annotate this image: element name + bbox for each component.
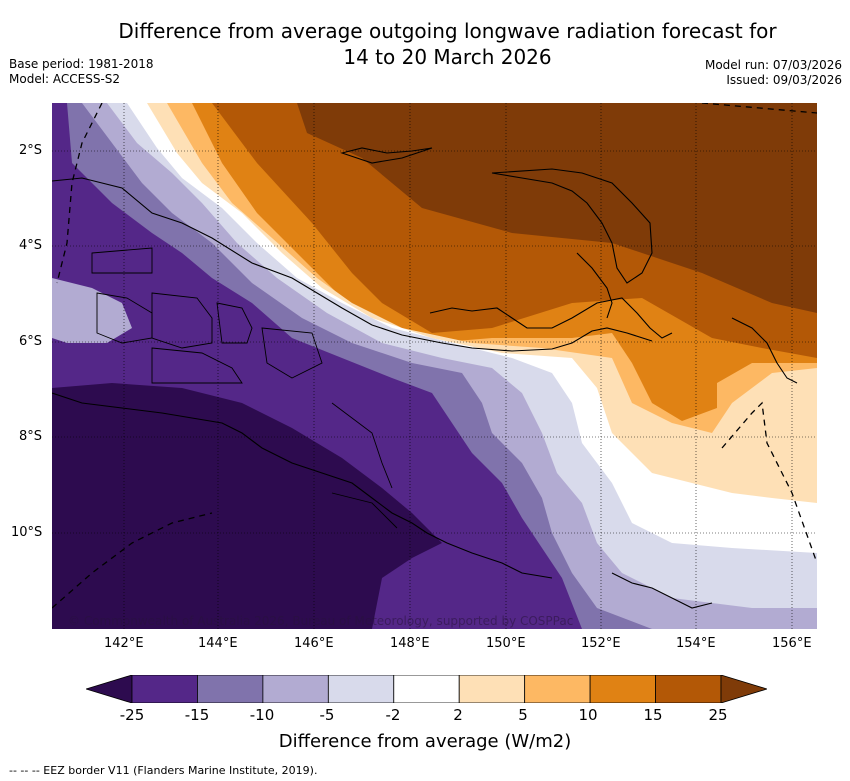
lon-tick: 152°E [581,636,621,651]
colorbar-segment [262,674,329,704]
lon-tick: 146°E [294,636,334,651]
colorbar-label: 25 [708,706,728,724]
gridlines [52,103,817,629]
band-d25 [52,383,442,629]
lat-tick: 4°S [19,238,43,253]
map-panel [52,103,817,629]
colorbar-label: -2 [385,706,401,724]
lon-tick: 156°E [772,636,812,651]
colorbar-segment [589,674,656,704]
colorbar-segment-min [84,674,133,704]
colorbar-segment [393,674,460,704]
meta-left: Base period: 1981-2018 Model: ACCESS-S2 [9,57,154,87]
lon-tick: 142°E [104,636,144,651]
colorbar-svg [84,674,769,704]
colorbar-segment [131,674,198,704]
lon-tick: 148°E [390,636,430,651]
colorbar-segment [458,674,526,704]
base-period: Base period: 1981-2018 [9,57,154,71]
lat-tick: 2°S [19,143,43,158]
colorbar-label: 10 [578,706,598,724]
colorbar-label: -5 [319,706,335,724]
colorbar-segment [655,674,722,704]
footer-legend: -- -- -- EEZ border V11 (Flanders Marine… [9,764,318,777]
coastlines [52,147,798,609]
colorbar-segment [197,674,264,704]
colorbar-label: -10 [249,706,275,724]
lat-tick: 8°S [19,429,43,444]
lon-tick: 150°E [486,636,526,651]
colorbar [84,674,769,704]
province-borders [91,247,398,529]
issued-date: Issued: 09/03/2026 [726,73,842,87]
colorbar-label: -15 [184,706,210,724]
band-d5-west [52,278,132,343]
colorbar-segment [327,674,395,704]
meta-right: Model run: 07/03/2026 Issued: 09/03/2026 [705,58,842,88]
map-title-line2: 14 to 20 March 2026 [343,45,552,69]
colorbar-label: 5 [518,706,528,724]
colorbar-segment [524,674,591,704]
copyright-text: © Commonwealth of Australia 2026, Bureau… [68,614,574,628]
map-title-line1: Difference from average outgoing longwav… [118,19,777,43]
map-svg [52,103,817,629]
lat-tick: 10°S [11,525,43,540]
colorbar-title: Difference from average (W/m2) [278,731,572,752]
lat-tick: 6°S [19,334,43,349]
colorbar-segment-max [720,674,769,704]
lon-tick: 154°E [676,636,716,651]
colorbar-label: -25 [119,706,145,724]
colorbar-label: 2 [453,706,463,724]
model-name: Model: ACCESS-S2 [9,72,121,86]
model-run: Model run: 07/03/2026 [704,58,842,72]
map-title: Difference from average outgoing longwav… [0,18,850,70]
lon-tick: 144°E [198,636,238,651]
eez-borders [52,103,817,609]
colorbar-label: 15 [643,706,663,724]
